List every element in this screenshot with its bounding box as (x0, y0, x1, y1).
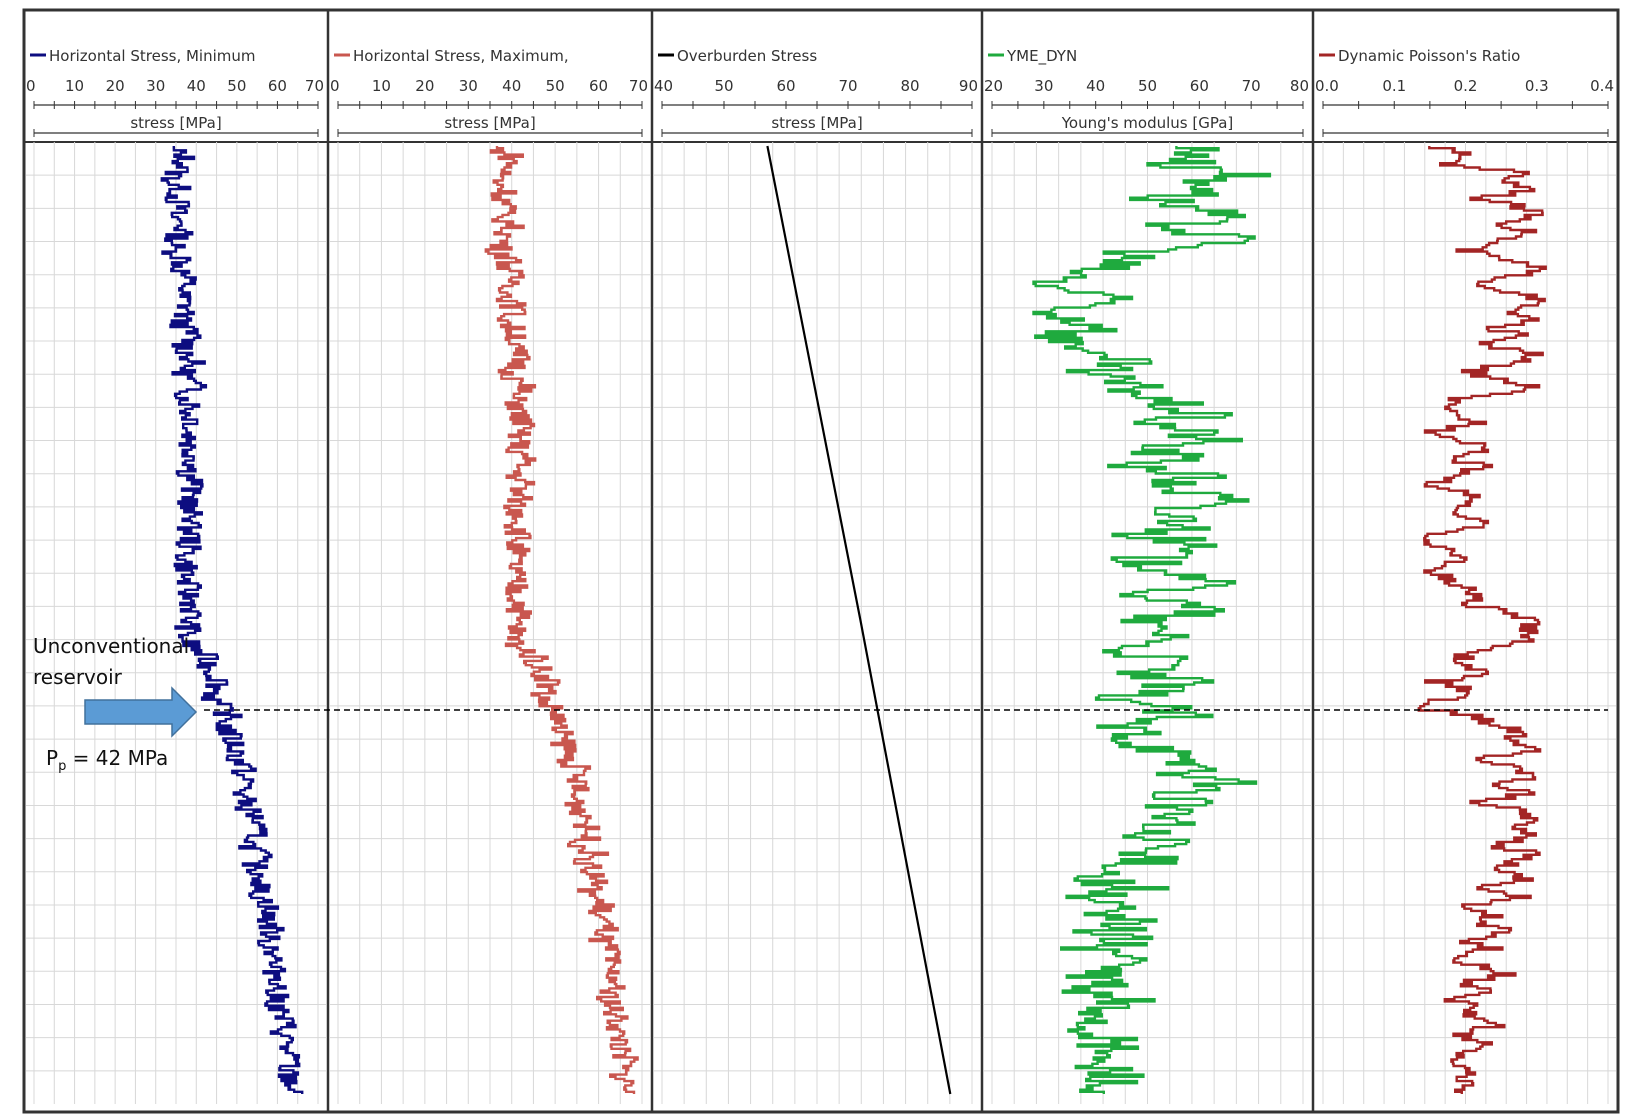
reservoir-label-line2: reservoir (33, 665, 123, 689)
tick-label: 50 (714, 77, 733, 95)
tick-label: 50 (227, 77, 246, 95)
annotations: Unconventional reservoir Pp = 42 MPa (33, 634, 1608, 774)
tick-label: 10 (65, 77, 84, 95)
tick-label: 40 (502, 77, 521, 95)
tick-label: 0.2 (1454, 77, 1478, 95)
chart-frame (22, 8, 1620, 1114)
tick-label: 40 (1086, 77, 1105, 95)
tick-label: 60 (589, 77, 608, 95)
tick-label: 80 (900, 77, 919, 95)
tick-label: 70 (305, 77, 324, 95)
series-line (160, 146, 304, 1094)
tick-label: 70 (838, 77, 857, 95)
track-5: Dynamic Poisson's Ratio 0.0 0.1 0.2 0.3 0.4 (1311, 10, 1618, 1112)
reservoir-label-line1: Unconventional (33, 634, 189, 658)
axis-label: stress [MPa] (444, 114, 535, 132)
tick-label: 10 (372, 77, 391, 95)
tick-label: 60 (776, 77, 795, 95)
tick-label: 70 (629, 77, 648, 95)
track-grid (1315, 142, 1616, 1104)
pp-label-prefix: P (46, 746, 58, 770)
axis-label: stress [MPa] (130, 114, 221, 132)
tick-label: 30 (1034, 77, 1053, 95)
tick-label: 0 (26, 77, 36, 95)
tick-label: 20 (984, 77, 1003, 95)
tick-label: 60 (268, 77, 287, 95)
tick-label: 80 (1290, 77, 1309, 95)
tick-label: 0.3 (1525, 77, 1549, 95)
track-1: Horizontal Stress, Minimum 0 10 20 30 40 50 60 7… (24, 47, 328, 1104)
series-line (1032, 146, 1272, 1094)
tick-label: 20 (415, 77, 434, 95)
reservoir-arrow (84, 686, 198, 738)
track-title: YME_DYN (1006, 47, 1077, 66)
track-title: Overburden Stress (677, 47, 817, 65)
tick-label: 0.1 (1382, 77, 1406, 95)
pp-label-suffix: = 42 MPa (66, 746, 168, 770)
tick-label: 70 (1242, 77, 1261, 95)
tick-label: 50 (1138, 77, 1157, 95)
track-title: Horizontal Stress, Minimum (49, 47, 256, 65)
track-title: Dynamic Poisson's Ratio (1338, 47, 1520, 65)
tick-label: 0 (330, 77, 340, 95)
tick-label: 30 (146, 77, 165, 95)
track-title: Horizontal Stress, Maximum, (353, 47, 569, 65)
series-line (484, 146, 639, 1094)
tracks: Horizontal Stress, Minimum 0 10 20 30 40 50 60 7… (24, 10, 1618, 1112)
tick-label: 90 (959, 77, 978, 95)
tick-label: 40 (187, 77, 206, 95)
pp-label-sub: p (58, 759, 66, 774)
axis-label: stress [MPa] (771, 114, 862, 132)
tick-label: 60 (1190, 77, 1209, 95)
tick-label: 30 (459, 77, 478, 95)
tick-label: 0.4 (1590, 77, 1614, 95)
pp-label: Pp = 42 MPa (46, 746, 168, 774)
tick-label: 0.0 (1315, 77, 1339, 95)
tick-label: 50 (546, 77, 565, 95)
track-grid (330, 142, 650, 1104)
tick-label: 20 (106, 77, 125, 95)
tick-label: 40 (654, 77, 673, 95)
axis-label: Young's modulus [GPa] (1061, 114, 1234, 132)
series-line (1417, 146, 1547, 1094)
track-2: Horizontal Stress, Maximum, 0 10 20 30 40 50 60… (326, 10, 652, 1112)
series-line (766, 145, 952, 1095)
track-grid (26, 142, 326, 1104)
